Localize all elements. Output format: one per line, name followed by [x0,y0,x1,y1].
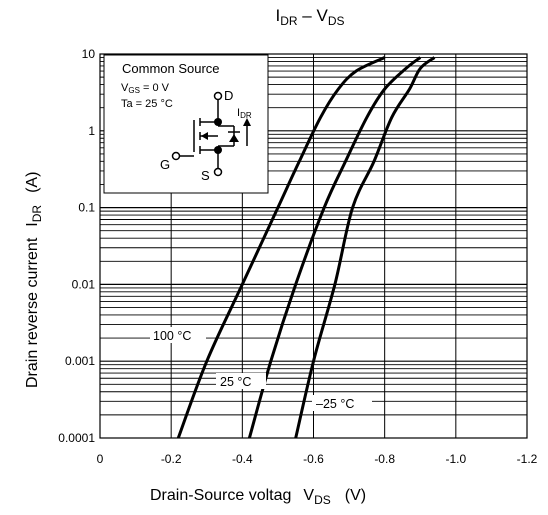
x-tick-label: -0.2 [161,452,182,466]
y-tick-label: 10 [82,47,96,61]
x-tick-label: -1.2 [517,452,538,466]
x-tick-label: -0.4 [232,452,253,466]
series-line-1 [247,56,422,439]
diode-icon [229,134,239,142]
y-tick-label: 0.001 [65,354,95,368]
x-tick-label: -1.0 [445,452,466,466]
series-label-minus25c: –25 °C [312,395,372,411]
series-label-25c: 25 °C [216,373,266,389]
series-line-2 [294,56,436,439]
inset-circuit: Common Source VGS = 0 V Ta = 25 °C [103,54,269,194]
tick-labels: 0 -0.2 -0.4 -0.6 -0.8 -1.0 -1.2 0.0001 0.001 0.01… [58,47,537,466]
body-arrow-icon [201,132,208,140]
x-tick-label: 0 [97,452,104,466]
svg-text:100 °C: 100 °C [153,329,191,343]
x-tick-label: -0.8 [374,452,395,466]
inset-condition-ta: Ta = 25 °C [121,98,173,110]
y-tick-label: 1 [88,124,95,138]
inset-condition-vgs: VGS = 0 V [121,82,170,95]
y-axis-label: Drain reverse currentIDR(A) [24,172,44,388]
inset-pin-g: G [160,157,170,172]
svg-text:25 °C: 25 °C [220,375,251,389]
arrow-up-icon [243,118,251,126]
svg-text:–25 °C: –25 °C [316,397,354,411]
chart-title: IDR – VDS [276,6,345,28]
y-tick-label: 0.0001 [58,431,95,445]
series-label-100c: 100 °C [150,327,206,343]
series-line-0 [176,56,386,439]
junction-dot-top [214,118,222,126]
y-tick-label: 0.01 [72,277,96,291]
inset-current-label: IDR [237,107,252,120]
junction-dot-bottom [214,146,222,154]
y-tick-label: 0.1 [78,201,95,215]
x-tick-label: -0.6 [303,452,324,466]
x-axis-label: Drain-Source voltag VDS (V) [150,487,366,507]
inset-pin-d: D [224,88,233,103]
series-layer [176,56,436,439]
inset-title: Common Source [122,61,220,76]
inset-pin-s: S [201,168,210,183]
